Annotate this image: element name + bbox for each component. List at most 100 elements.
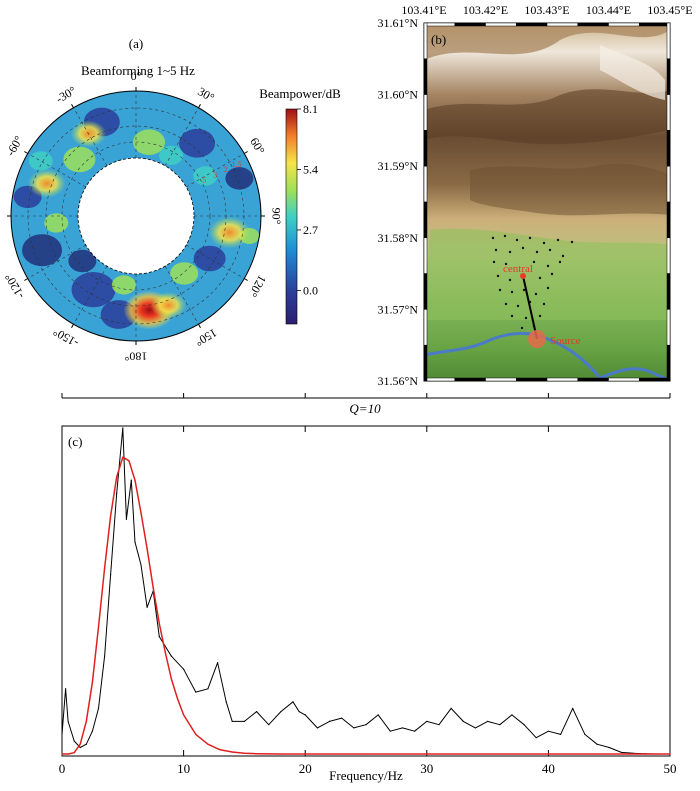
spectrum-point-red [97, 626, 100, 628]
scale-segment [666, 22, 671, 60]
station-dot [546, 286, 550, 290]
spectrum-point-black [170, 655, 173, 657]
polar-grid-spoke [186, 244, 245, 279]
station-dot [508, 250, 512, 254]
spectrum-point-red [85, 720, 87, 723]
spectrum-point-red [122, 456, 124, 458]
colorbar-tick-label: 8.1 [303, 102, 318, 116]
spectrum-point-red [146, 548, 148, 550]
slowness-label: 1.5 [232, 160, 242, 169]
slowness-label: 3 [213, 170, 217, 179]
scale-segment [666, 165, 671, 203]
polar-grid-spoke [164, 266, 199, 325]
spectrum-point-black [207, 688, 209, 690]
spectrum-point-black [243, 720, 245, 723]
spectrum-point-red [103, 567, 106, 569]
spectrum-point-red [195, 733, 197, 736]
station-dot [528, 236, 532, 240]
scale-segment [423, 22, 455, 27]
scale-segment [423, 309, 428, 346]
spectrum-point-black [365, 724, 367, 726]
spectrum-point-black [65, 688, 67, 690]
scale-segment [423, 273, 428, 310]
spectrum-point-black [377, 714, 379, 716]
latitude-label: 31.57°N [378, 302, 419, 316]
scale-segment [666, 201, 671, 239]
station-dot [538, 276, 542, 280]
spectrum-point-red [243, 752, 245, 754]
scale-segment [516, 377, 548, 382]
station-dot [503, 234, 507, 238]
slowness-label: 2 [224, 165, 228, 174]
azimuth-label: 180° [124, 349, 147, 363]
spectrum-point-black [183, 668, 185, 670]
station-dot [520, 326, 524, 330]
spectrum-point-red [669, 753, 671, 755]
source-marker [528, 330, 546, 348]
station-dot [561, 254, 565, 258]
spectrum-point-red [73, 752, 75, 754]
heatmap-patch [225, 167, 254, 190]
scale-segment [546, 22, 578, 27]
spectrum-point-black [401, 727, 404, 729]
scale-segment [423, 201, 428, 239]
spectrum-point-red [304, 753, 306, 755]
spectrum-point-red [79, 743, 81, 745]
spectrum-point-black [547, 730, 550, 732]
azimuth-label: -30° [53, 83, 78, 106]
spectrum-point-black [73, 740, 75, 742]
panel-a-polar-beamforming: (a) Beamforming 1~5 Hz 0° 30° 60° 90° 120° 15… [0, 36, 341, 363]
spectrum-title: Q=10 [349, 401, 381, 416]
polar-grid-ring [61, 141, 211, 291]
panel-b-label: (b) [431, 32, 446, 47]
longitude-label: 103.44°E [586, 3, 631, 17]
scale-segment [454, 377, 486, 382]
spectrum-point-black [353, 727, 355, 729]
spectrum-point-red [365, 753, 367, 755]
heatmap-patch [63, 146, 96, 173]
spectrum-point-red [255, 753, 258, 755]
heatmap-patch [22, 234, 63, 267]
central-label: central [503, 263, 533, 275]
station-dot [532, 260, 536, 264]
station-dot [542, 302, 546, 306]
spectrum-point-black [125, 518, 128, 520]
spectrum-xlabel: Frequency/Hz [329, 768, 403, 783]
spectrum-point-black [487, 720, 489, 723]
azimuth-label: 60° [247, 135, 268, 157]
azimuth-label: -60° [3, 133, 26, 158]
azimuth-tick [198, 324, 201, 328]
x-tick-label: 50 [664, 761, 677, 776]
x-tick-label: 20 [299, 761, 312, 776]
station-dot [535, 250, 539, 254]
scale-segment [666, 58, 671, 95]
spectrum-point-black [280, 711, 282, 713]
scale-segment [666, 273, 671, 310]
spectrum-point-red [61, 753, 63, 755]
spectrum-point-black [474, 727, 477, 729]
scale-segment [666, 94, 671, 131]
heatmap-hotspot [150, 291, 187, 319]
scale-segment [423, 344, 428, 382]
station-dot [524, 316, 528, 320]
latitude-label: 31.61°N [378, 16, 419, 30]
spectrum-point-black [389, 730, 391, 732]
heatmap-hotspot [208, 216, 251, 249]
longitude-label: 103.42°E [463, 3, 508, 17]
spectrum-point-black [304, 714, 306, 716]
panel-c-spectrum: (c) Q=10 0 10 20 30 40 50 Frequency/Hz [59, 393, 677, 783]
spectrum-series [61, 427, 671, 755]
spectrum-point-red [164, 652, 166, 654]
spectrum-point-black [292, 701, 294, 703]
spectrum-point-red [91, 681, 93, 683]
spectrum-point-black [158, 636, 160, 638]
station-dot [522, 288, 526, 292]
scale-segment [423, 22, 428, 60]
station-dot [491, 236, 495, 240]
spectrum-axes: 0 10 20 30 40 50 [59, 393, 677, 776]
scale-segment [423, 165, 428, 203]
scale-segment [608, 377, 640, 382]
spectrum-point-red [219, 749, 221, 751]
spectrum-point-black [438, 724, 440, 726]
station-dot [515, 238, 519, 242]
